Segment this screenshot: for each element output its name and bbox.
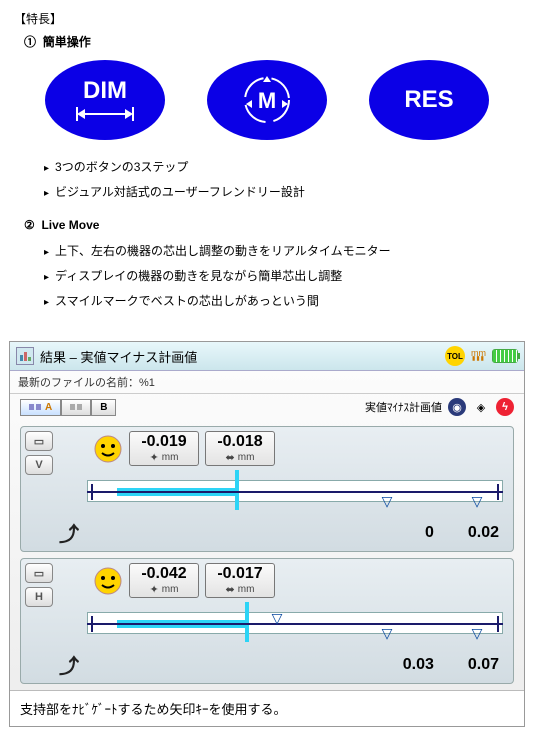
window-title: 結果 – 実値マイナス計画値 <box>40 347 197 366</box>
section-2-title: ② Live Move <box>24 218 520 232</box>
tab-b-label: B <box>100 402 107 413</box>
bullet-item: ビジュアル対話式のユーザーフレンドリー設計 <box>44 183 520 200</box>
section-1-num: ① <box>24 35 36 49</box>
dim-button[interactable]: DIM <box>45 60 165 140</box>
m-cycle-icon: M <box>232 70 302 130</box>
oval-buttons-row: DIM M RES <box>24 60 510 140</box>
m-button[interactable]: M <box>207 60 327 140</box>
tab-a[interactable]: A <box>20 399 61 416</box>
mm-badge: mm ▮▮▮ <box>471 349 486 362</box>
tab-row: A B 実値ﾏｲﾅｽ計画値 ◉ ◈ ϟ <box>10 394 524 420</box>
tab-mid[interactable] <box>61 399 91 416</box>
angle-icon: ✦ <box>150 451 159 464</box>
panel-v: ▭ V -0.019 ✦mm -0.018 ⬌mm <box>20 426 514 552</box>
bullet-item: 3つのボタンの3ステップ <box>44 158 520 175</box>
value-box-h2: -0.017 ⬌mm <box>205 563 275 598</box>
axis-h-btn[interactable]: H <box>25 587 53 607</box>
bullet-item: スマイルマークでベストの芯出しがあっという間 <box>44 292 520 309</box>
features-label: 【特長】 <box>14 10 520 27</box>
return-arrow-icon[interactable]: ⤴ <box>59 518 79 547</box>
smiley-icon <box>93 434 123 464</box>
marker-icon: ▽ <box>472 493 483 510</box>
foot-val-h2: 0.07 <box>468 656 499 674</box>
return-arrow-icon[interactable]: ⤴ <box>59 650 79 679</box>
tab-b[interactable]: B <box>91 399 116 416</box>
value-box-v1: -0.019 ✦mm <box>129 431 199 466</box>
section-1-title: ① 簡単操作 <box>24 33 520 50</box>
value-v1: -0.019 <box>141 433 186 451</box>
file-name-label: 最新のファイルの名前：%1 <box>10 371 524 394</box>
coupling-icon <box>29 402 41 412</box>
foot-val-v2: 0.02 <box>468 524 499 542</box>
bullet-item: 上下、左右の機器の芯出し調整の動きをリアルタイムモニター <box>44 242 520 259</box>
target-icon[interactable]: ◈ <box>472 398 490 416</box>
tab-a-label: A <box>45 402 52 413</box>
foot-val-v1: 0 <box>425 524 434 542</box>
section-2-num: ② <box>24 218 35 232</box>
unit: mm <box>162 452 179 463</box>
marker-icon: ▽ <box>382 493 393 510</box>
foot-val-h1: 0.03 <box>403 656 434 674</box>
dim-label: DIM <box>83 77 127 105</box>
coupling-icon <box>70 402 82 412</box>
machine-btn-h[interactable]: ▭ <box>25 563 53 583</box>
battery-icon <box>492 349 518 363</box>
section-2-bullets: 上下、左右の機器の芯出し調整の動きをリアルタイムモニター ディスプレイの機器の動… <box>44 242 520 309</box>
value-h1: -0.042 <box>141 565 186 583</box>
marker-up-icon: ▽ <box>272 610 283 627</box>
smiley-icon <box>93 566 123 596</box>
device-screenshot: 結果 – 実値マイナス計画値 TOL mm ▮▮▮ 最新のファイルの名前：%1 … <box>9 341 525 727</box>
section-2-text: Live Move <box>41 218 99 232</box>
offset-icon: ⬌ <box>226 451 235 464</box>
section-1-bullets: 3つのボタンの3ステップ ビジュアル対話式のユーザーフレンドリー設計 <box>44 158 520 200</box>
svg-text:M: M <box>258 88 276 113</box>
axis-v-btn[interactable]: V <box>25 455 53 475</box>
chart-h: ▽ ▽ ▽ <box>87 602 509 650</box>
marker-icon: ▽ <box>472 625 483 642</box>
camera-icon[interactable]: ◉ <box>448 398 466 416</box>
value-v2: -0.018 <box>217 433 262 451</box>
footer-hint: 支持部をﾅﾋﾞｹﾞｰﾄするため矢印ｷｰを使用する。 <box>10 690 524 726</box>
unit: mm <box>238 452 255 463</box>
marker-icon: ▽ <box>382 625 393 642</box>
live-icon[interactable]: ϟ <box>496 398 514 416</box>
unit: mm <box>162 584 179 595</box>
res-label: RES <box>404 86 453 114</box>
panel-h: ▭ H -0.042 ✦mm -0.017 ⬌mm <box>20 558 514 684</box>
chart-v: ▽ ▽ <box>87 470 509 518</box>
tol-badge: TOL <box>445 346 465 366</box>
unit: mm <box>238 584 255 595</box>
mode-label: 実値ﾏｲﾅｽ計画値 <box>365 399 442 415</box>
bullet-item: ディスプレイの機器の動きを見ながら簡単芯出し調整 <box>44 267 520 284</box>
machine-btn-v[interactable]: ▭ <box>25 431 53 451</box>
value-box-v2: -0.018 ⬌mm <box>205 431 275 466</box>
status-icons: TOL mm ▮▮▮ <box>445 346 518 366</box>
right-label-group: 実値ﾏｲﾅｽ計画値 ◉ ◈ ϟ <box>365 398 514 416</box>
value-h2: -0.017 <box>217 565 262 583</box>
titlebar: 結果 – 実値マイナス計画値 TOL mm ▮▮▮ <box>10 342 524 371</box>
value-box-h1: -0.042 ✦mm <box>129 563 199 598</box>
angle-icon: ✦ <box>150 583 159 596</box>
result-icon <box>16 347 34 365</box>
res-button[interactable]: RES <box>369 60 489 140</box>
offset-icon: ⬌ <box>226 583 235 596</box>
section-1-text: 簡単操作 <box>43 35 91 49</box>
dim-arrow-icon <box>75 105 135 123</box>
